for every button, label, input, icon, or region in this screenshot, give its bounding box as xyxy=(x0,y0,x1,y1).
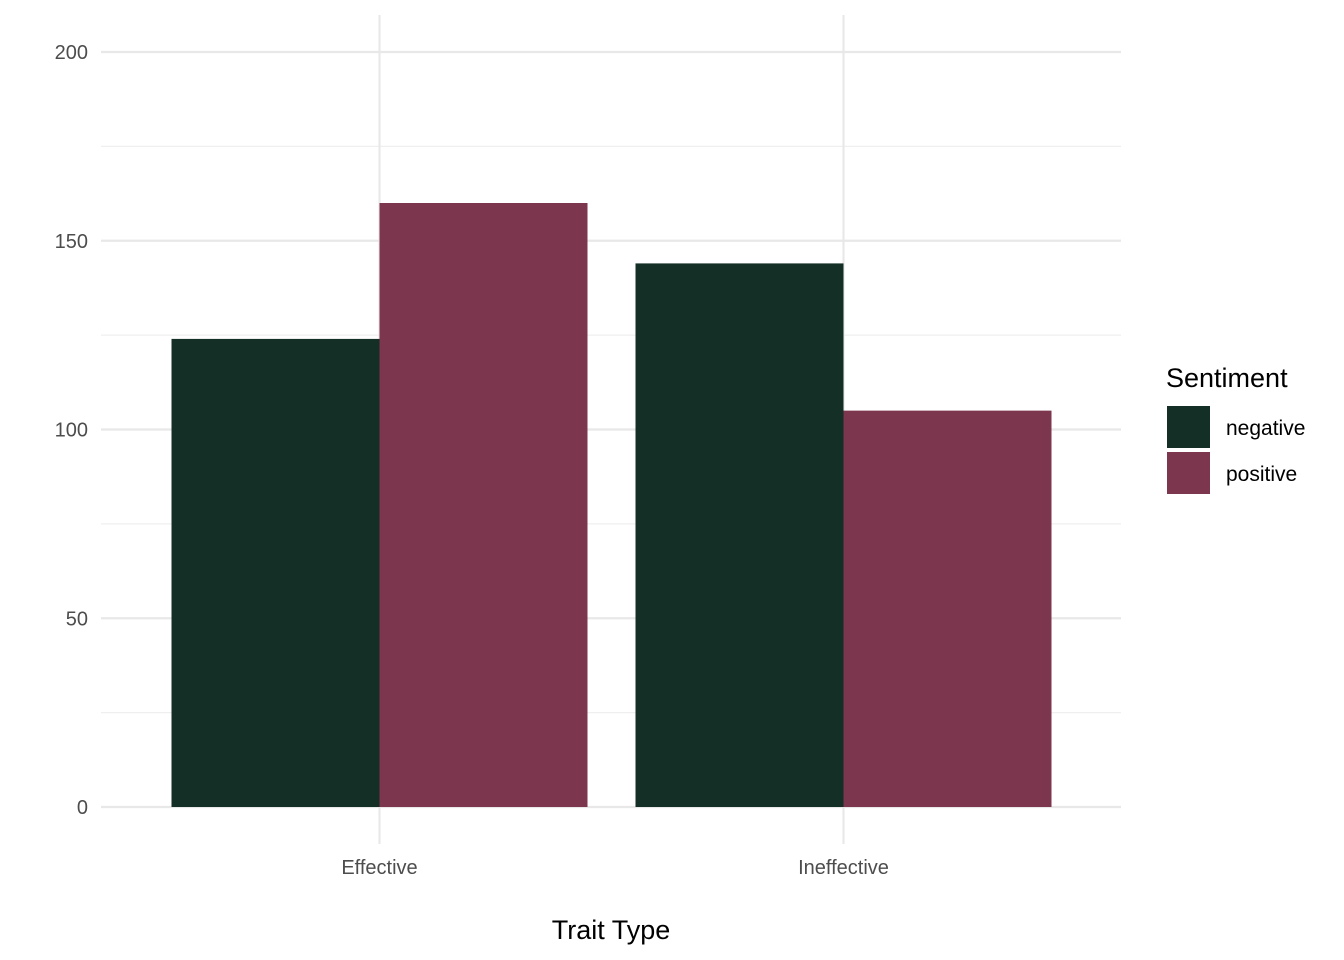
bar-positive-effective xyxy=(379,203,588,807)
legend-swatch-positive xyxy=(1167,452,1210,494)
y-tick-label: 150 xyxy=(55,231,88,253)
x-tick-label: Effective xyxy=(341,857,417,879)
y-tick-label: 200 xyxy=(55,42,88,64)
x-axis-title: Trait Type xyxy=(552,915,671,945)
legend-items: negative positive xyxy=(1167,406,1305,494)
legend-title: Sentiment xyxy=(1166,363,1288,393)
legend-label-negative: negative xyxy=(1226,417,1305,440)
x-axis-ticks: Effective Ineffective xyxy=(341,857,889,879)
y-tick-label: 100 xyxy=(55,420,88,442)
bar-positive-ineffective xyxy=(843,410,1052,807)
bars-layer xyxy=(171,203,1052,807)
bar-negative-effective xyxy=(171,338,380,807)
legend-swatch-negative xyxy=(1167,406,1210,448)
y-tick-label: 50 xyxy=(66,608,88,630)
legend-label-positive: positive xyxy=(1226,463,1297,486)
bar-negative-ineffective xyxy=(635,263,844,807)
x-tick-label: Ineffective xyxy=(798,857,889,879)
y-tick-label: 0 xyxy=(77,797,88,819)
y-axis-ticks: 0 50 100 150 200 xyxy=(55,42,88,819)
legend: Sentiment negative positive xyxy=(1166,363,1305,494)
